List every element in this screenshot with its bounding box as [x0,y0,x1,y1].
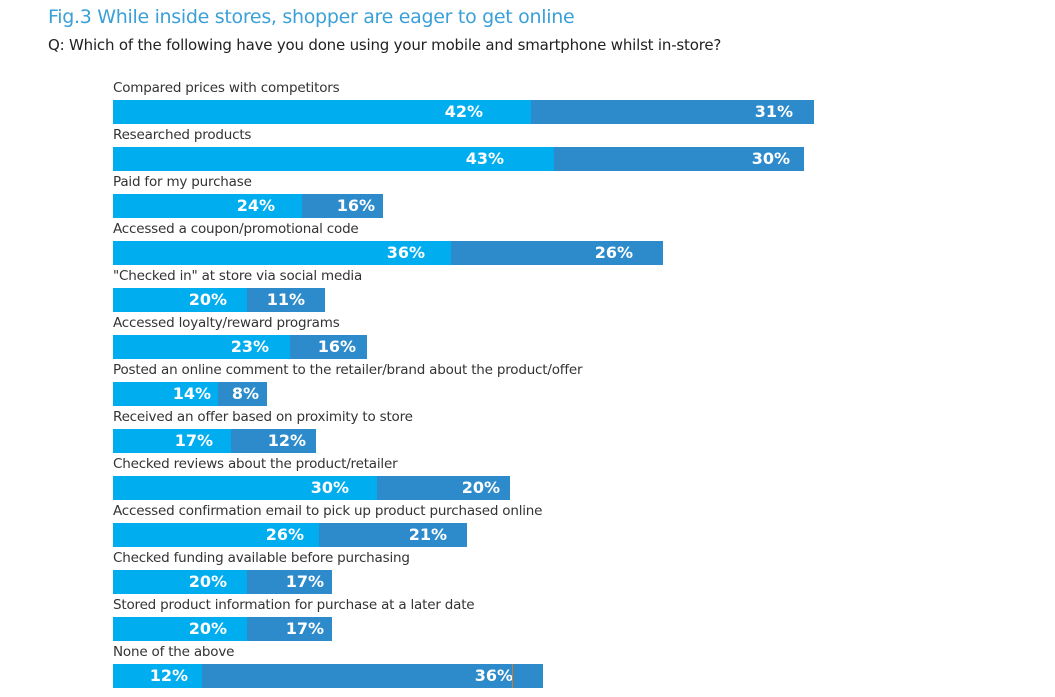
chart-subtitle: Q: Which of the following have you done … [48,36,722,54]
bar-segment-a: 12% [113,664,202,688]
data-label: 20% [188,572,227,591]
category-label: Checked reviews about the product/retail… [113,456,398,472]
bar-segment-a: 26% [113,523,319,547]
bar-segment-a: 20% [113,570,247,594]
data-label: 14% [172,384,211,403]
data-label: 30% [751,149,790,168]
bar-segment-a: 14% [113,382,218,406]
data-label: 16% [336,196,375,215]
bar-segment-b: 17% [247,570,332,594]
category-label: "Checked in" at store via social media [113,268,363,284]
data-label: 42% [444,102,483,121]
data-label: 12% [267,431,306,450]
category-label: None of the above [113,644,235,660]
category-label: Received an offer based on proximity to … [113,409,413,425]
chart-title: Fig.3 While inside stores, shopper are e… [48,6,575,28]
category-label: Accessed a coupon/promotional code [113,221,359,237]
bar-segment-b: 20% [377,476,510,500]
bar-segment-b: 16% [302,194,383,218]
bar-segment-b: 12% [231,429,316,453]
category-label: Posted an online comment to the retailer… [113,362,583,378]
data-label: 20% [188,619,227,638]
data-label: 12% [149,666,188,685]
data-label: 23% [230,337,269,356]
data-label: 16% [317,337,356,356]
category-label: Stored product information for purchase … [113,597,475,613]
data-label: 17% [285,572,324,591]
data-label: 36% [386,243,425,262]
data-label: 36% [474,666,513,685]
bar-segment-b: 26% [451,241,663,265]
bar-segment-a: 36% [113,241,451,265]
data-label: 11% [266,290,305,309]
text-cursor [512,664,513,688]
data-label: 20% [188,290,227,309]
bar-segment-a: 20% [113,288,247,312]
category-label: Accessed loyalty/reward programs [113,315,340,331]
category-label: Checked funding available before purchas… [113,550,410,566]
bar-segment-b: 31% [531,100,814,124]
bar-segment-b: 11% [247,288,325,312]
data-label: 21% [408,525,447,544]
bar-segment-b: 8% [218,382,267,406]
data-label: 31% [754,102,793,121]
category-label: Compared prices with competitors [113,80,340,96]
data-label: 43% [465,149,504,168]
data-label: 8% [231,384,259,403]
bar-segment-b: 36% [202,664,543,688]
category-label: Researched products [113,127,252,143]
data-label: 26% [594,243,633,262]
bar-segment-a: 17% [113,429,231,453]
data-label: 17% [174,431,213,450]
bar-segment-b: 16% [290,335,367,359]
data-label: 20% [461,478,500,497]
bar-segment-a: 30% [113,476,377,500]
bar-segment-a: 24% [113,194,302,218]
data-label: 26% [265,525,304,544]
bar-segment-a: 43% [113,147,554,171]
bar-segment-b: 21% [319,523,467,547]
category-label: Accessed confirmation email to pick up p… [113,503,543,519]
data-label: 30% [310,478,349,497]
bar-segment-a: 20% [113,617,247,641]
category-label: Paid for my purchase [113,174,252,190]
bar-segment-b: 17% [247,617,332,641]
data-label: 24% [236,196,275,215]
data-label: 17% [285,619,324,638]
bar-segment-b: 30% [554,147,804,171]
bar-segment-a: 23% [113,335,290,359]
bar-segment-a: 42% [113,100,531,124]
